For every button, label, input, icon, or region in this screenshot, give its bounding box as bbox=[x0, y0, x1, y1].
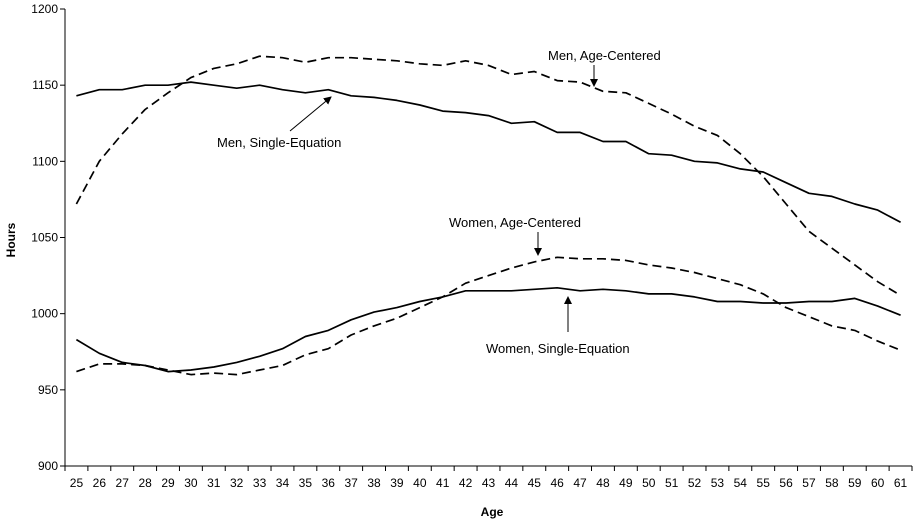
x-tick-label: 33 bbox=[253, 476, 267, 490]
y-tick-labels: 900 950 1000 1050 1100 1150 1200 bbox=[31, 2, 58, 473]
x-tick-label: 40 bbox=[413, 476, 427, 490]
y-tick-label: 1050 bbox=[31, 231, 58, 245]
annotations: Men, Age-Centered Men, Single-Equation Wom… bbox=[217, 48, 661, 356]
y-tick-label: 950 bbox=[38, 383, 58, 397]
x-tick-label: 46 bbox=[550, 476, 564, 490]
x-tick-label: 48 bbox=[596, 476, 610, 490]
y-axis-title: Hours bbox=[4, 222, 18, 257]
x-tick-label: 36 bbox=[322, 476, 336, 490]
x-tick-label: 47 bbox=[573, 476, 587, 490]
x-tick-label: 49 bbox=[619, 476, 633, 490]
x-tick-label: 57 bbox=[802, 476, 816, 490]
x-tick-label: 30 bbox=[184, 476, 198, 490]
series-line-women-single-equation bbox=[75, 286, 901, 373]
x-tick-label: 31 bbox=[207, 476, 221, 490]
series-line-men-single-equation bbox=[76, 81, 901, 224]
axes bbox=[60, 8, 913, 471]
x-tick-label: 60 bbox=[871, 476, 885, 490]
x-tick-label: 42 bbox=[459, 476, 473, 490]
annotation-women-age-centered: Women, Age-Centered bbox=[449, 215, 581, 230]
series-lines bbox=[75, 55, 902, 376]
x-tick-label: 26 bbox=[93, 476, 107, 490]
x-tick-label: 51 bbox=[665, 476, 679, 490]
annotation-arrow-men-single-equation bbox=[289, 96, 332, 132]
y-tick-label: 1000 bbox=[31, 307, 58, 321]
series-line-men-age-centered bbox=[75, 55, 902, 297]
x-tick-label: 38 bbox=[367, 476, 381, 490]
x-tick-label: 27 bbox=[116, 476, 130, 490]
y-tick-label: 900 bbox=[38, 459, 58, 473]
x-tick-label: 25 bbox=[70, 476, 84, 490]
x-tick-label: 35 bbox=[299, 476, 313, 490]
x-tick-label: 45 bbox=[528, 476, 542, 490]
x-tick-label: 50 bbox=[642, 476, 656, 490]
x-tick-label: 43 bbox=[482, 476, 496, 490]
x-tick-label: 34 bbox=[276, 476, 290, 490]
y-tick-label: 1150 bbox=[32, 78, 58, 92]
annotation-men-single-equation: Men, Single-Equation bbox=[217, 135, 341, 150]
x-tick-label: 59 bbox=[848, 476, 862, 490]
x-tick-label: 29 bbox=[161, 476, 175, 490]
annotation-women-single-equation: Women, Single-Equation bbox=[486, 341, 630, 356]
x-tick-label: 56 bbox=[779, 476, 793, 490]
x-axis-title: Age bbox=[481, 505, 504, 519]
x-tick-label: 53 bbox=[711, 476, 725, 490]
x-tick-label: 41 bbox=[436, 476, 450, 490]
series-line-women-age-centered bbox=[76, 256, 901, 376]
x-tick-labels: 25 26 27 28 29 30 31 32 33 34 35 36 37 38 39 40 41 42 43 44… bbox=[70, 476, 908, 490]
annotation-men-age-centered: Men, Age-Centered bbox=[548, 48, 661, 63]
x-tick-label: 28 bbox=[138, 476, 152, 490]
x-tick-label: 37 bbox=[344, 476, 358, 490]
x-tick-label: 55 bbox=[757, 476, 771, 490]
x-tick-label: 54 bbox=[734, 476, 748, 490]
x-tick-label: 58 bbox=[825, 476, 839, 490]
x-tick-label: 61 bbox=[894, 476, 908, 490]
x-tick-label: 52 bbox=[688, 476, 702, 490]
x-tick-label: 39 bbox=[390, 476, 404, 490]
y-tick-label: 1200 bbox=[31, 2, 58, 16]
y-tick-label: 1100 bbox=[32, 154, 58, 168]
x-tick-label: 44 bbox=[505, 476, 519, 490]
x-tick-label: 32 bbox=[230, 476, 244, 490]
